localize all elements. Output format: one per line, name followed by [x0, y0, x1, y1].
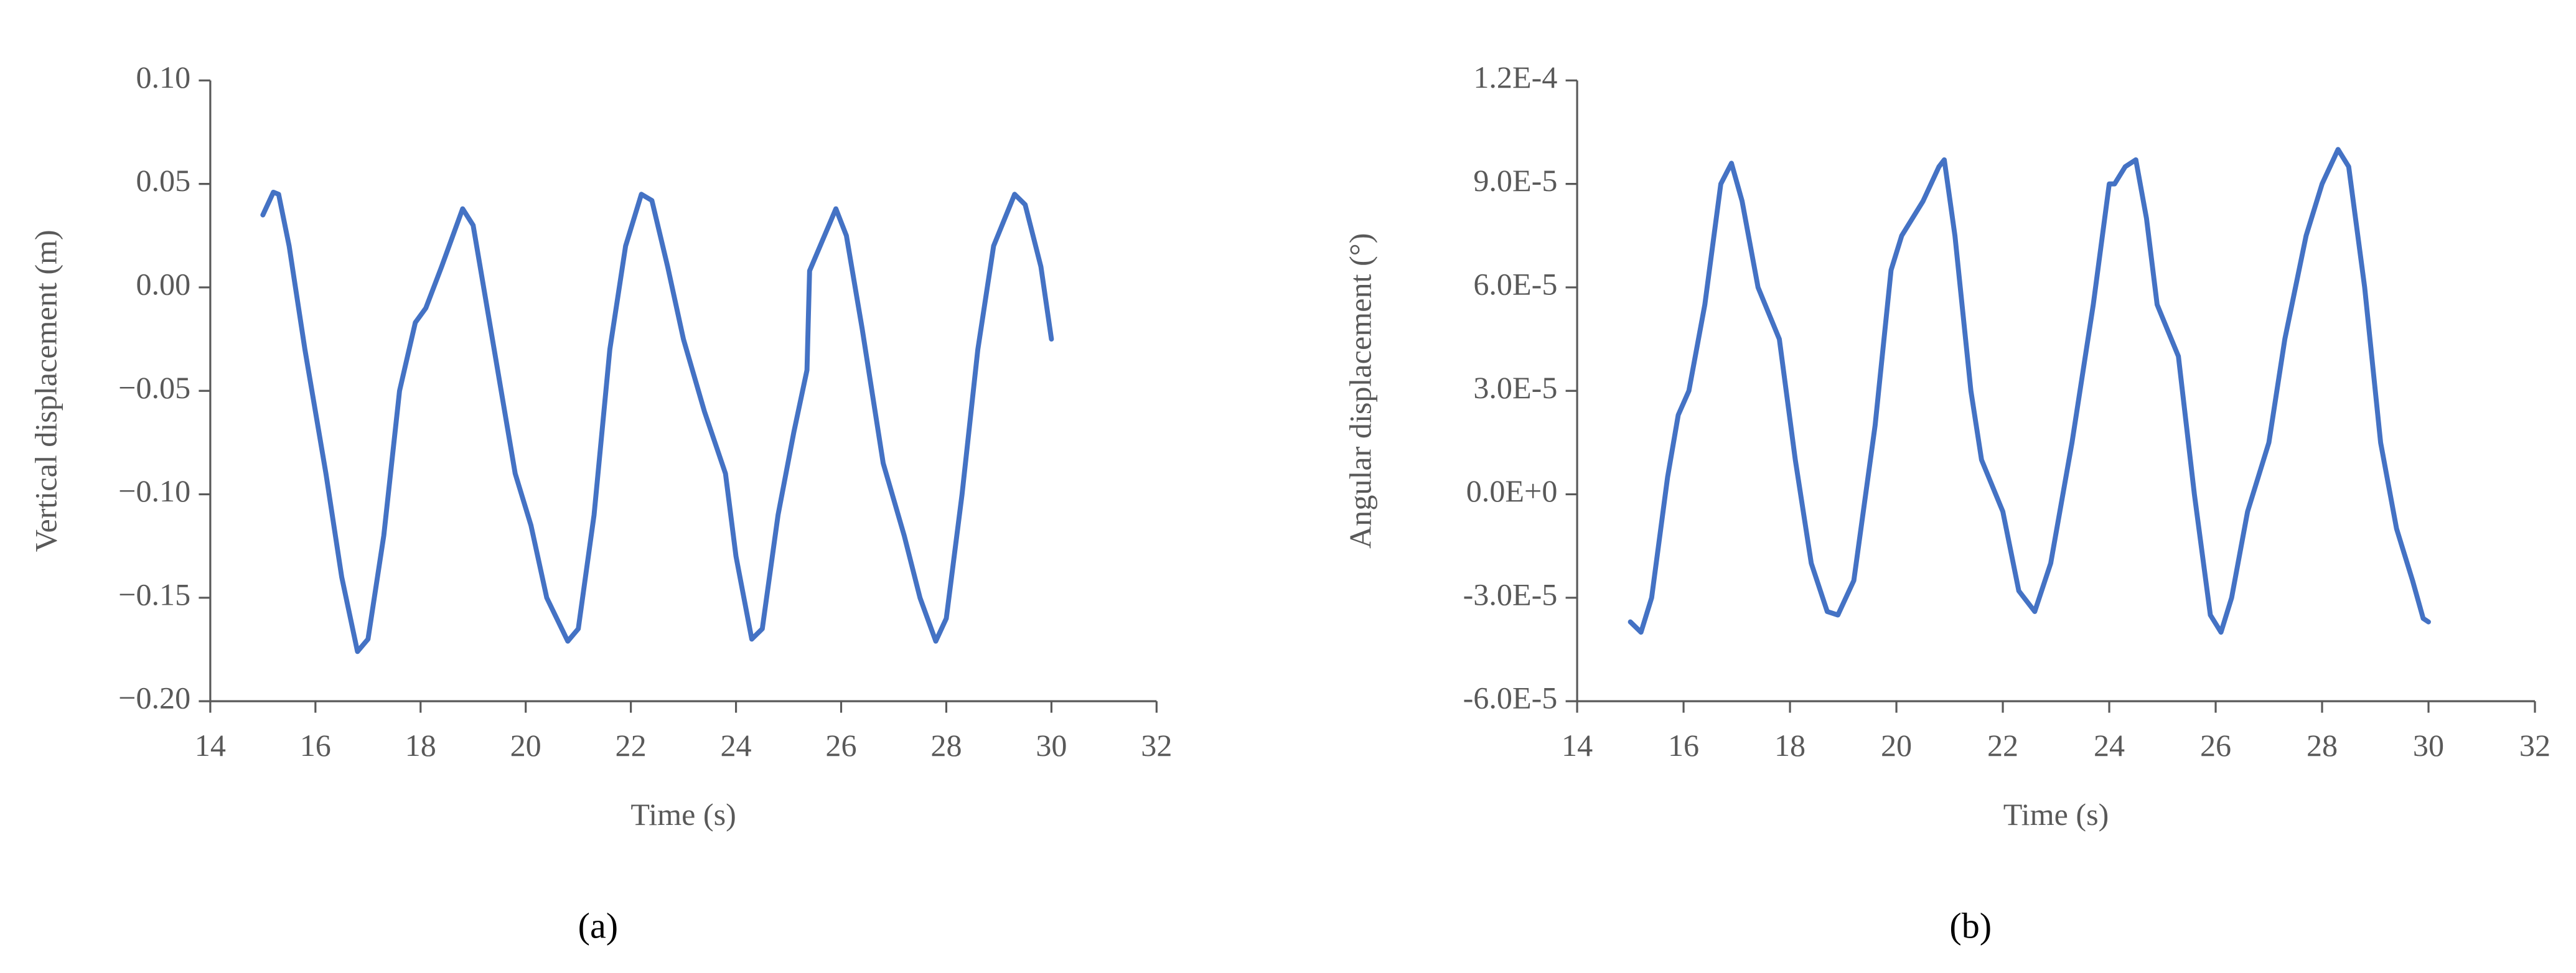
x-tick-label: 16: [300, 728, 331, 763]
data-line: [1628, 147, 2431, 635]
x-tick-label: 30: [1036, 728, 1067, 763]
x-tick-label: 32: [2519, 728, 2550, 763]
y-tick-label: 3.0E-5: [1473, 370, 1557, 405]
panel-label: (b): [1949, 905, 1992, 946]
x-tick-label: 14: [195, 728, 226, 763]
x-tick-label: 28: [2307, 728, 2338, 763]
x-tick-label: 32: [1141, 728, 1172, 763]
x-axis-title: Time (s): [630, 797, 736, 832]
x-tick-label: 18: [1774, 728, 1806, 763]
y-tick-label: 9.0E-5: [1473, 163, 1557, 198]
y-tick-label: 0.10: [136, 60, 190, 95]
x-tick-label: 24: [2094, 728, 2125, 763]
x-tick-label: 30: [2413, 728, 2444, 763]
x-tick-label: 18: [405, 728, 436, 763]
x-tick-label: 20: [510, 728, 541, 763]
y-tick-label: −0.20: [118, 681, 190, 715]
x-tick-label: 24: [721, 728, 752, 763]
y-axis-title: Angular displacement (°): [1342, 233, 1377, 549]
panel-label: (a): [578, 905, 618, 946]
x-tick-label: 22: [616, 728, 647, 763]
y-tick-label: 0.00: [136, 266, 190, 301]
y-tick-label: −0.15: [118, 577, 190, 612]
y-axis-title: Vertical displacement (m): [29, 230, 63, 552]
y-tick-label: -3.0E-5: [1463, 577, 1558, 612]
y-tick-label: −0.05: [118, 370, 190, 405]
data-line: [260, 189, 1054, 654]
x-tick-label: 22: [1987, 728, 2018, 763]
y-tick-label: 0.0E+0: [1466, 473, 1558, 508]
y-tick-label: -6.0E-5: [1463, 681, 1558, 715]
y-tick-label: 0.05: [136, 163, 190, 198]
x-axis-title: Time (s): [2003, 797, 2109, 832]
x-tick-label: 26: [2200, 728, 2231, 763]
y-tick-label: 6.0E-5: [1473, 266, 1557, 301]
y-tick-label: 1.2E-4: [1473, 60, 1557, 95]
x-tick-label: 26: [825, 728, 856, 763]
x-tick-label: 20: [1881, 728, 1912, 763]
y-tick-label: −0.10: [118, 473, 190, 508]
x-tick-label: 28: [930, 728, 962, 763]
x-tick-label: 14: [1562, 728, 1593, 763]
x-tick-label: 16: [1668, 728, 1699, 763]
